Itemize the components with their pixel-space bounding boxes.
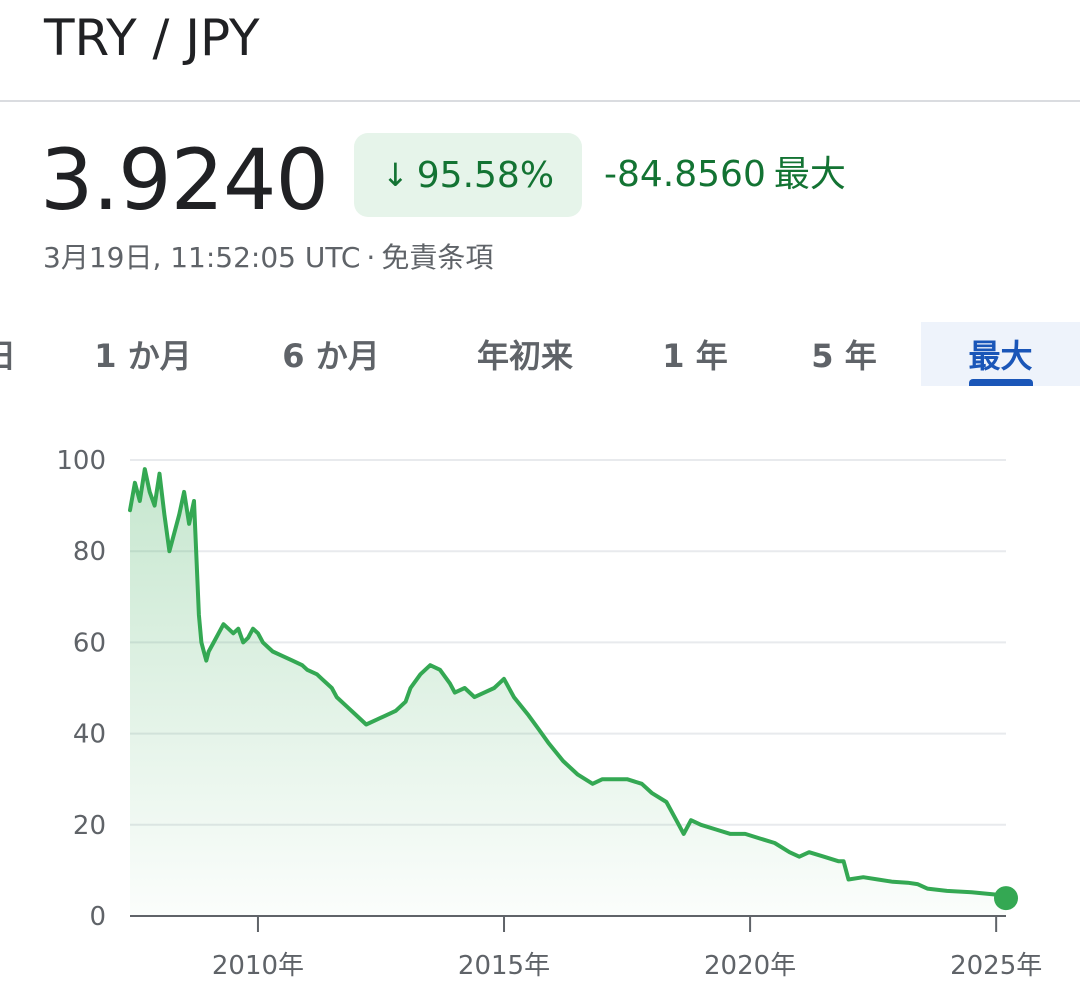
price-line xyxy=(128,467,1008,901)
tab-label: 年初来 xyxy=(476,337,573,375)
tab-label: 最大 xyxy=(968,337,1033,375)
header-divider xyxy=(0,100,1080,102)
tab-label: 1 年 xyxy=(662,337,728,375)
arrow-down-icon: ↓ xyxy=(381,156,409,194)
timestamp: 3月19日, 11:52:05 UTC xyxy=(43,241,361,274)
quote-meta: 3月19日, 11:52:05 UTC · 免責条項 xyxy=(43,236,493,280)
disclaimer-link[interactable]: 免責条項 xyxy=(381,241,494,274)
range-tabs: 日 1 か月 6 か月 年初来 1 年 5 年 最大 xyxy=(0,322,1080,386)
range-label: 最大 xyxy=(773,154,846,195)
y-tick-label: 100 xyxy=(56,446,106,476)
percent-change-badge: ↓ 95.58% xyxy=(354,133,582,217)
x-tick-label: 2010年 xyxy=(212,951,304,981)
tab-label: 5 年 xyxy=(811,337,877,375)
meta-separator: · xyxy=(366,241,376,274)
tab-label: 1 か月 xyxy=(94,337,192,375)
percent-change-value: 95.58% xyxy=(416,154,555,196)
absolute-change: -84.8560 最大 xyxy=(604,150,846,200)
y-tick-label: 0 xyxy=(89,902,106,932)
tab-1-year[interactable]: 1 年 xyxy=(640,322,750,386)
absolute-change-value: -84.8560 xyxy=(604,154,766,195)
current-price: 3.9240 xyxy=(40,131,329,229)
y-tick-label: 60 xyxy=(73,628,106,658)
pair-title: TRY / JPY xyxy=(44,9,260,67)
tab-1-month[interactable]: 1 か月 xyxy=(70,322,216,386)
tab-1-day[interactable]: 日 xyxy=(0,322,12,386)
tab-6-months[interactable]: 6 か月 xyxy=(256,322,406,386)
x-tick-label: 2020年 xyxy=(704,951,796,981)
y-tick-label: 80 xyxy=(73,537,106,567)
tab-max[interactable]: 最大 xyxy=(921,322,1080,386)
price-chart[interactable]: 0 20 40 60 80 100 2010年 2015年 2020年 2025年 xyxy=(0,430,1080,995)
last-price-dot xyxy=(994,886,1018,911)
price-area-fill xyxy=(130,469,1006,916)
y-tick-label: 20 xyxy=(73,811,106,841)
active-tab-indicator xyxy=(968,379,1033,386)
tab-label: 日 xyxy=(0,331,12,377)
y-tick-label: 40 xyxy=(73,720,106,750)
tab-label: 6 か月 xyxy=(282,337,380,375)
x-tick-label: 2015年 xyxy=(458,951,550,981)
x-tick-label: 2025年 xyxy=(950,951,1042,981)
tab-ytd[interactable]: 年初来 xyxy=(450,322,600,386)
tab-5-years[interactable]: 5 年 xyxy=(786,322,902,386)
